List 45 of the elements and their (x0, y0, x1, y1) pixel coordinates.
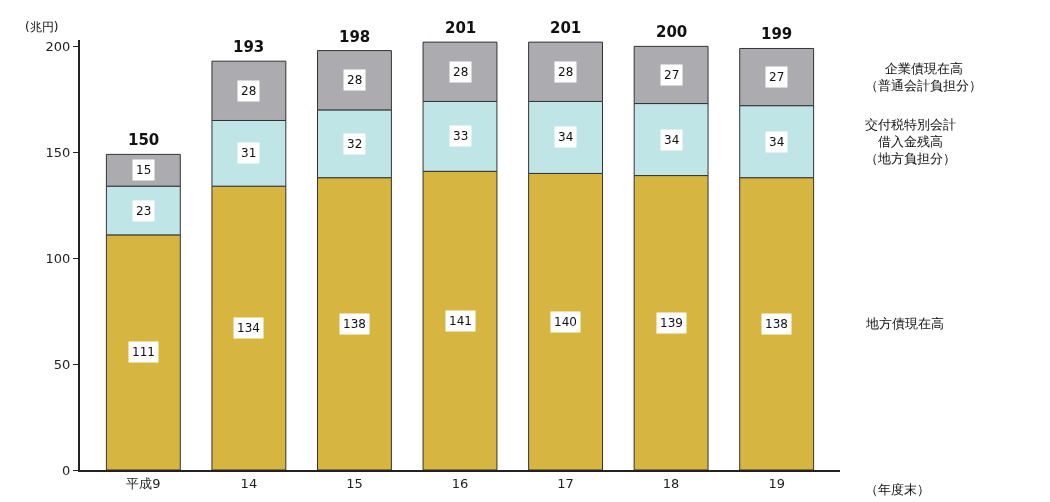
data-label: 31 (241, 146, 257, 160)
data-label: 140 (554, 315, 577, 329)
total-label: 198 (339, 28, 371, 46)
data-label: 34 (558, 130, 574, 144)
y-tick-label: 0 (62, 462, 71, 478)
data-label: 27 (664, 68, 680, 82)
data-label: 141 (449, 314, 472, 328)
y-tick-label: 200 (45, 38, 71, 54)
x-axis-title: （年度末） (865, 482, 930, 497)
data-label: 27 (769, 70, 785, 84)
y-tick-label: 150 (45, 144, 71, 160)
total-label: 201 (550, 19, 582, 37)
data-label: 23 (136, 204, 152, 218)
data-label: 33 (453, 129, 469, 143)
total-label: 193 (233, 38, 265, 56)
y-axis-title: (兆円) (25, 20, 59, 34)
text: 交付税特別会計借入金残高（地方負担分） (865, 117, 956, 166)
data-label: 111 (132, 345, 155, 359)
x-tick-label: 19 (768, 475, 785, 491)
y-tick-label: 100 (45, 250, 71, 266)
data-label: 32 (347, 137, 363, 151)
x-tick-label: 14 (240, 475, 258, 491)
data-label: 138 (343, 317, 366, 331)
data-label: 28 (347, 73, 363, 87)
data-label: 138 (765, 317, 788, 331)
data-label: 34 (664, 133, 680, 147)
data-label: 28 (558, 65, 574, 79)
data-label: 28 (453, 65, 469, 79)
x-tick-label: 18 (662, 475, 680, 491)
x-tick-label: 15 (346, 475, 363, 491)
x-tick-label: 17 (557, 475, 574, 491)
data-label: 34 (769, 135, 785, 149)
x-tick-label: 16 (451, 475, 469, 491)
total-label: 199 (761, 25, 793, 43)
x-tick-label: 平成9 (126, 475, 161, 491)
data-label: 28 (241, 84, 257, 98)
total-label: 200 (656, 23, 688, 41)
total-label: 201 (445, 19, 477, 37)
data-label: 15 (136, 163, 152, 177)
total-label: 150 (128, 131, 160, 149)
text: 地方債現在高 (865, 316, 944, 331)
data-label: 139 (660, 316, 683, 330)
y-tick-label: 50 (53, 356, 71, 372)
data-label: 134 (237, 321, 260, 335)
text: 企業債現在高（普通会計負担分） (865, 61, 982, 93)
